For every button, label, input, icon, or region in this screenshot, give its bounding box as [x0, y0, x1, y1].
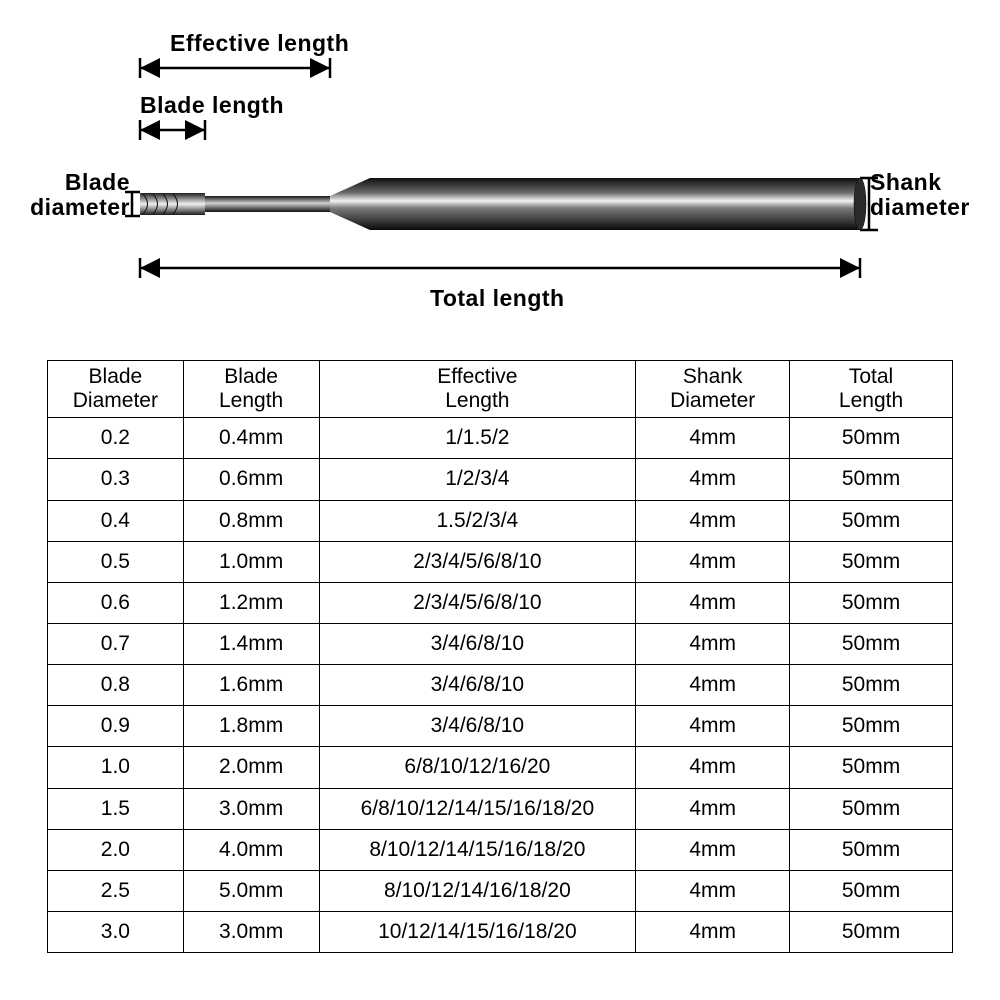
- table-row: 0.61.2mm2/3/4/5/6/8/104mm50mm: [48, 582, 953, 623]
- table-cell: 50mm: [790, 623, 953, 664]
- table-cell: 1.0mm: [183, 541, 319, 582]
- table-cell: 3/4/6/8/10: [319, 665, 636, 706]
- table-cell: 4mm: [636, 870, 790, 911]
- table-cell: 1.6mm: [183, 665, 319, 706]
- table-cell: 6/8/10/12/16/20: [319, 747, 636, 788]
- table-cell: 50mm: [790, 747, 953, 788]
- table-row: 1.02.0mm6/8/10/12/16/204mm50mm: [48, 747, 953, 788]
- table-cell: 50mm: [790, 541, 953, 582]
- table-cell: 4mm: [636, 747, 790, 788]
- table-cell: 4mm: [636, 911, 790, 952]
- table-cell: 2.5: [48, 870, 184, 911]
- table-row: 1.53.0mm6/8/10/12/14/15/16/18/204mm50mm: [48, 788, 953, 829]
- table-row: 0.91.8mm3/4/6/8/104mm50mm: [48, 706, 953, 747]
- table-cell: 50mm: [790, 665, 953, 706]
- table-cell: 4mm: [636, 829, 790, 870]
- col-blade-diameter: BladeDiameter: [48, 361, 184, 418]
- table-cell: 1.5/2/3/4: [319, 500, 636, 541]
- table-cell: 4mm: [636, 582, 790, 623]
- dimension-lines: [30, 30, 970, 320]
- table-cell: 1/1.5/2: [319, 418, 636, 459]
- table-cell: 0.6mm: [183, 459, 319, 500]
- table-cell: 50mm: [790, 829, 953, 870]
- table-cell: 50mm: [790, 500, 953, 541]
- table-cell: 0.8mm: [183, 500, 319, 541]
- table-cell: 4mm: [636, 500, 790, 541]
- table-cell: 1.0: [48, 747, 184, 788]
- table-cell: 0.2: [48, 418, 184, 459]
- table-header-row: BladeDiameter BladeLength EffectiveLengt…: [48, 361, 953, 418]
- table-cell: 4mm: [636, 706, 790, 747]
- table-cell: 50mm: [790, 418, 953, 459]
- table-cell: 0.4: [48, 500, 184, 541]
- table-cell: 50mm: [790, 459, 953, 500]
- table-cell: 4mm: [636, 788, 790, 829]
- table-cell: 3.0mm: [183, 911, 319, 952]
- table-cell: 3.0: [48, 911, 184, 952]
- table-cell: 2.0: [48, 829, 184, 870]
- col-total-length: TotalLength: [790, 361, 953, 418]
- table-row: 3.03.0mm10/12/14/15/16/18/204mm50mm: [48, 911, 953, 952]
- table-row: 0.30.6mm1/2/3/44mm50mm: [48, 459, 953, 500]
- table-cell: 50mm: [790, 706, 953, 747]
- endmill-diagram: Effective length Blade length Blade diam…: [30, 30, 970, 320]
- table-cell: 2/3/4/5/6/8/10: [319, 541, 636, 582]
- table-cell: 1.8mm: [183, 706, 319, 747]
- table-cell: 50mm: [790, 870, 953, 911]
- table-cell: 0.5: [48, 541, 184, 582]
- table-cell: 50mm: [790, 788, 953, 829]
- table-cell: 50mm: [790, 911, 953, 952]
- table-cell: 0.9: [48, 706, 184, 747]
- table-row: 2.04.0mm8/10/12/14/15/16/18/204mm50mm: [48, 829, 953, 870]
- table-cell: 0.6: [48, 582, 184, 623]
- table-cell: 0.4mm: [183, 418, 319, 459]
- table-cell: 4mm: [636, 418, 790, 459]
- table-cell: 1/2/3/4: [319, 459, 636, 500]
- spec-table-table: BladeDiameter BladeLength EffectiveLengt…: [47, 360, 953, 953]
- spec-table: BladeDiameter BladeLength EffectiveLengt…: [47, 360, 953, 953]
- table-row: 0.81.6mm3/4/6/8/104mm50mm: [48, 665, 953, 706]
- table-cell: 3.0mm: [183, 788, 319, 829]
- table-cell: 4mm: [636, 459, 790, 500]
- col-blade-length: BladeLength: [183, 361, 319, 418]
- table-cell: 0.3: [48, 459, 184, 500]
- table-row: 0.20.4mm1/1.5/24mm50mm: [48, 418, 953, 459]
- table-cell: 2/3/4/5/6/8/10: [319, 582, 636, 623]
- table-cell: 4mm: [636, 623, 790, 664]
- table-cell: 2.0mm: [183, 747, 319, 788]
- table-cell: 1.5: [48, 788, 184, 829]
- table-row: 0.40.8mm1.5/2/3/44mm50mm: [48, 500, 953, 541]
- col-effective-length: EffectiveLength: [319, 361, 636, 418]
- table-cell: 4mm: [636, 665, 790, 706]
- table-row: 0.51.0mm2/3/4/5/6/8/104mm50mm: [48, 541, 953, 582]
- table-row: 2.55.0mm8/10/12/14/16/18/204mm50mm: [48, 870, 953, 911]
- table-cell: 1.2mm: [183, 582, 319, 623]
- table-cell: 5.0mm: [183, 870, 319, 911]
- table-cell: 0.7: [48, 623, 184, 664]
- table-cell: 8/10/12/14/16/18/20: [319, 870, 636, 911]
- table-cell: 4.0mm: [183, 829, 319, 870]
- table-cell: 3/4/6/8/10: [319, 623, 636, 664]
- table-cell: 6/8/10/12/14/15/16/18/20: [319, 788, 636, 829]
- table-row: 0.71.4mm3/4/6/8/104mm50mm: [48, 623, 953, 664]
- table-cell: 0.8: [48, 665, 184, 706]
- table-cell: 4mm: [636, 541, 790, 582]
- table-cell: 8/10/12/14/15/16/18/20: [319, 829, 636, 870]
- table-cell: 50mm: [790, 582, 953, 623]
- col-shank-diameter: ShankDiameter: [636, 361, 790, 418]
- table-cell: 3/4/6/8/10: [319, 706, 636, 747]
- table-cell: 1.4mm: [183, 623, 319, 664]
- table-cell: 10/12/14/15/16/18/20: [319, 911, 636, 952]
